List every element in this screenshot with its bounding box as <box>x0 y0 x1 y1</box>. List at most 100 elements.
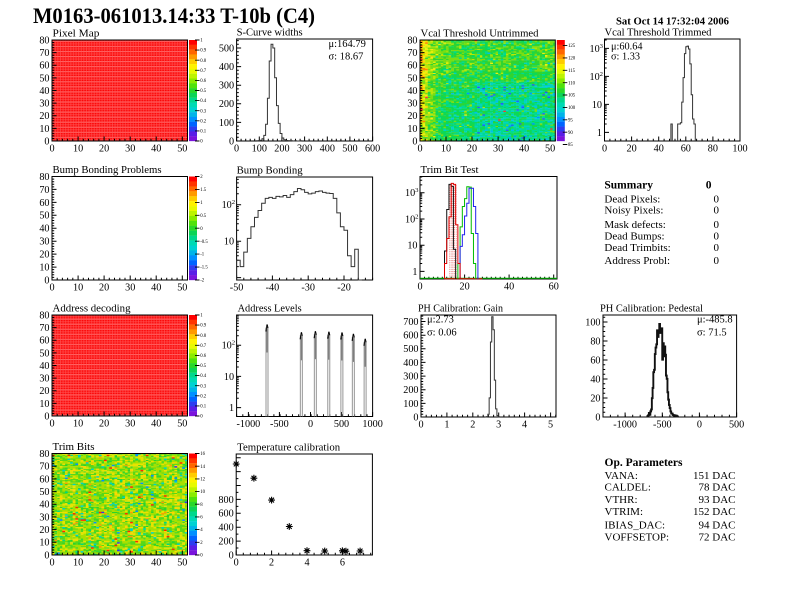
svg-text:40: 40 <box>39 361 49 372</box>
svg-text:Trim Bit Test: Trim Bit Test <box>421 165 479 176</box>
svg-text:μ:60.64: μ:60.64 <box>611 42 643 53</box>
svg-text:20: 20 <box>99 282 109 293</box>
svg-text:100: 100 <box>585 317 600 328</box>
svg-text:40: 40 <box>151 418 161 429</box>
svg-text:-500: -500 <box>653 419 672 430</box>
svg-text:0: 0 <box>714 230 720 242</box>
svg-text:4: 4 <box>522 419 527 430</box>
svg-text:600: 600 <box>218 509 233 520</box>
svg-text:200: 200 <box>274 143 289 154</box>
svg-text:1: 1 <box>229 403 234 414</box>
svg-text:102: 102 <box>405 213 419 225</box>
svg-text:50: 50 <box>39 348 49 359</box>
svg-text:8: 8 <box>200 503 203 508</box>
svg-text:M0163-061013.14:33 T-10b (C4): M0163-061013.14:33 T-10b (C4) <box>33 3 315 28</box>
svg-text:0: 0 <box>49 557 54 568</box>
svg-text:2: 2 <box>470 419 475 430</box>
svg-text:VOFFSETOP:: VOFFSETOP: <box>605 532 670 544</box>
svg-text:110: 110 <box>568 81 576 86</box>
svg-text:500: 500 <box>334 419 349 430</box>
svg-text:0.5: 0.5 <box>200 89 207 94</box>
svg-text:Sat Oct 14 17:32:04 2006: Sat Oct 14 17:32:04 2006 <box>616 16 729 28</box>
svg-text:40: 40 <box>504 281 514 292</box>
svg-text:10: 10 <box>224 372 234 383</box>
svg-text:102: 102 <box>589 71 603 83</box>
svg-text:70: 70 <box>407 48 417 59</box>
svg-text:0: 0 <box>234 143 239 154</box>
svg-text:100: 100 <box>403 399 418 410</box>
svg-text:σ: 18.67: σ: 18.67 <box>329 52 364 63</box>
svg-text:94 DAC: 94 DAC <box>699 520 736 532</box>
svg-text:80: 80 <box>590 336 600 347</box>
svg-text:60: 60 <box>39 61 49 72</box>
svg-text:200: 200 <box>219 99 234 110</box>
svg-text:0.1: 0.1 <box>200 130 207 135</box>
svg-text:50: 50 <box>407 73 417 84</box>
svg-text:1: 1 <box>597 128 602 139</box>
svg-text:400: 400 <box>219 62 234 73</box>
svg-text:1: 1 <box>200 39 203 44</box>
svg-text:0: 0 <box>417 281 422 292</box>
svg-text:Noisy Pixels:: Noisy Pixels: <box>604 205 663 217</box>
svg-text:0: 0 <box>595 412 600 423</box>
svg-text:20: 20 <box>467 143 477 154</box>
svg-text:10: 10 <box>407 124 417 135</box>
svg-text:50: 50 <box>177 418 187 429</box>
svg-text:200: 200 <box>403 385 418 396</box>
svg-text:50: 50 <box>177 143 187 154</box>
svg-text:VTHR:: VTHR: <box>605 494 638 506</box>
svg-text:0.9: 0.9 <box>200 49 207 54</box>
svg-text:VANA:: VANA: <box>605 470 638 482</box>
svg-text:30: 30 <box>39 237 49 248</box>
svg-text:6: 6 <box>340 557 345 568</box>
svg-text:80: 80 <box>39 35 49 46</box>
svg-text:800: 800 <box>218 495 233 506</box>
svg-text:40: 40 <box>590 374 600 385</box>
svg-text:0: 0 <box>308 419 313 430</box>
svg-text:50: 50 <box>39 73 49 84</box>
svg-text:125: 125 <box>568 44 576 49</box>
svg-text:Summary: Summary <box>604 180 653 192</box>
svg-text:10: 10 <box>200 490 205 495</box>
svg-text:Trim Bits: Trim Bits <box>53 442 95 453</box>
svg-text:80: 80 <box>39 172 49 183</box>
svg-text:0: 0 <box>714 242 720 254</box>
svg-text:0: 0 <box>413 412 418 423</box>
svg-text:0: 0 <box>229 136 234 147</box>
svg-text:0: 0 <box>49 143 54 154</box>
svg-text:10: 10 <box>73 143 83 154</box>
svg-text:0.3: 0.3 <box>200 109 207 114</box>
svg-text:IBIAS_DAC:: IBIAS_DAC: <box>605 520 666 532</box>
svg-text:105: 105 <box>568 94 576 99</box>
svg-text:-500: -500 <box>270 419 289 430</box>
svg-text:500: 500 <box>219 43 234 54</box>
svg-text:10: 10 <box>73 282 83 293</box>
svg-text:-2: -2 <box>200 279 205 284</box>
svg-text:60: 60 <box>39 336 49 347</box>
svg-text:700: 700 <box>403 317 418 328</box>
svg-text:-30: -30 <box>301 282 315 293</box>
svg-text:0: 0 <box>714 205 720 217</box>
svg-text:115: 115 <box>568 69 576 74</box>
svg-text:0: 0 <box>44 411 49 422</box>
svg-text:0.1: 0.1 <box>200 405 207 410</box>
svg-text:300: 300 <box>219 81 234 92</box>
svg-text:60: 60 <box>407 61 417 72</box>
svg-text:Bump Bonding: Bump Bonding <box>237 166 304 177</box>
svg-text:300: 300 <box>297 143 312 154</box>
svg-text:10: 10 <box>39 263 49 274</box>
svg-text:0: 0 <box>44 275 49 286</box>
svg-text:0: 0 <box>49 282 54 293</box>
svg-text:30: 30 <box>125 282 135 293</box>
svg-text:50: 50 <box>545 143 555 154</box>
svg-text:1: 1 <box>444 419 449 430</box>
svg-text:600: 600 <box>403 331 418 342</box>
svg-text:2: 2 <box>200 541 203 546</box>
svg-text:1: 1 <box>200 201 203 206</box>
svg-text:0: 0 <box>200 140 203 145</box>
svg-text:300: 300 <box>403 372 418 383</box>
svg-text:PH Calibration: Pedestal: PH Calibration: Pedestal <box>600 304 703 315</box>
svg-text:20: 20 <box>39 525 49 536</box>
svg-text:30: 30 <box>39 512 49 523</box>
svg-text:20: 20 <box>99 143 109 154</box>
